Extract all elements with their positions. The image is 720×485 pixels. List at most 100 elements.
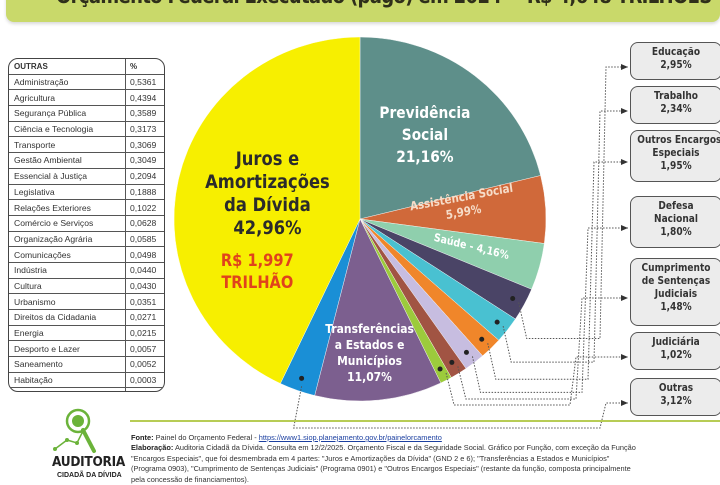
- table-row: Essencial à Justiça 0,2094: [9, 168, 164, 185]
- row-value: 0,2094: [125, 168, 164, 185]
- row-label: Cultura: [9, 278, 126, 295]
- callout-sentencas: Cumprimento de Sentenças Judiciais 1,48%: [630, 258, 720, 326]
- connector-judiciaria: [445, 356, 628, 406]
- table-total-row: TOTAL3,1169: [9, 387, 164, 391]
- row-value: 0,3589: [125, 105, 164, 122]
- logo-name: AUDITORIA: [52, 454, 125, 470]
- row-value: 0,0351: [125, 293, 164, 310]
- row-value: 0,3173: [125, 121, 164, 138]
- outras-table-grid: OUTRAS% Administração 0,5361 Agricultura 0,4…: [9, 59, 164, 391]
- label-juros-amount: R$ 1,997 TRILHÃO: [221, 250, 294, 294]
- callout-label: Educação: [651, 46, 701, 58]
- table-header: OUTRAS%: [9, 59, 164, 75]
- row-value: 0,0498: [125, 246, 164, 263]
- label-transferencias-line: a Estados e: [334, 337, 405, 352]
- callout-label: Outros Encargos: [637, 134, 720, 146]
- footer-divider: [130, 420, 720, 422]
- row-value: 0,0271: [125, 309, 164, 326]
- callout-label: Especiais: [652, 147, 700, 159]
- label-previdencia: Previdência Social 21,16%: [379, 102, 470, 168]
- row-value: 0,0628: [125, 215, 164, 232]
- arrow-head-icon: [463, 349, 469, 355]
- callout-encargos: Outros Encargos Especiais 1,95%: [630, 130, 720, 182]
- table-row: Legislativa 0,1888: [9, 184, 164, 201]
- arrow-icon: [621, 64, 628, 70]
- row-label: Indústria: [9, 262, 126, 279]
- row-value: 0,0052: [125, 356, 164, 373]
- callout-label: Trabalho: [653, 90, 698, 102]
- magnifier-chart-icon: [53, 408, 96, 453]
- row-value: 0,4394: [125, 89, 164, 107]
- row-label: Segurança Pública: [9, 105, 126, 122]
- table-row: Segurança Pública 0,3589: [9, 105, 164, 122]
- label-juros-line: Juros e: [235, 148, 300, 170]
- row-label: Habitação: [9, 372, 126, 389]
- table-row: Direitos da Cidadania 0,0271: [9, 309, 164, 326]
- arrow-icon: [621, 400, 628, 406]
- table-row: Agricultura 0,4394: [9, 89, 164, 107]
- callout-value: 1,95%: [660, 160, 692, 172]
- arrow-head-icon: [510, 296, 516, 302]
- row-value: 0,3049: [125, 152, 164, 169]
- label-previdencia-line: 21,16%: [396, 147, 454, 166]
- row-label: Essencial à Justiça: [9, 168, 126, 185]
- callout-educacao: Educação 2,95%: [630, 42, 720, 80]
- table-row: Comércio e Serviços 0,0628: [9, 215, 164, 232]
- callout-label: de Sentenças: [641, 275, 711, 287]
- table-row: Transporte 0,3069: [9, 136, 164, 154]
- fonte-text: Painel do Orçamento Federal -: [153, 433, 259, 442]
- fonte-link[interactable]: https://www1.siop.planejamento.gov.br/pa…: [258, 433, 442, 442]
- label-juros: Juros e Amortizações da Dívida 42,96%: [205, 148, 330, 240]
- table-row: Habitação 0,0003: [9, 372, 164, 389]
- table-row: Comunicações 0,0498: [9, 246, 164, 263]
- fonte-label: Fonte:: [131, 433, 154, 442]
- connector-defesa: [471, 227, 628, 393]
- table-row: Desporto e Lazer 0,0057: [9, 340, 164, 358]
- row-label: Agricultura: [9, 89, 126, 107]
- callout-trabalho: Trabalho 2,34%: [630, 86, 720, 124]
- row-value: 0,0585: [125, 231, 164, 248]
- row-value: 0,0003: [125, 372, 164, 389]
- row-value: 0,0057: [125, 340, 164, 358]
- row-label: Transporte: [9, 136, 126, 154]
- label-transferencias-line: 11,07%: [347, 369, 392, 384]
- connector-trabalho: [502, 110, 628, 363]
- row-label: Comunicações: [9, 246, 126, 263]
- row-label: Relações Exteriores: [9, 199, 126, 216]
- table-row: Organização Agrária 0,0585: [9, 231, 164, 248]
- callout-value: 2,34%: [660, 103, 692, 115]
- row-value: 0,1022: [125, 199, 164, 216]
- outras-table: OUTRAS% Administração 0,5361 Agricultura 0,4…: [8, 58, 165, 392]
- table-row: Indústria 0,0440: [9, 262, 164, 279]
- label-juros-line: da Dívida: [224, 194, 311, 216]
- table-row: Urbanismo 0,0351: [9, 293, 164, 310]
- label-juros-amount-line: R$ 1,997: [220, 251, 294, 271]
- label-juros-line: 42,96%: [233, 217, 302, 239]
- label-previdencia-line: Social: [401, 125, 449, 144]
- table-row: Energia 0,0215: [9, 325, 164, 342]
- callout-label: Defesa: [658, 200, 694, 212]
- row-value: 0,3069: [125, 136, 164, 154]
- callout-label: Nacional: [654, 213, 698, 225]
- chart-title: Orçamento Federal Executado (pago) em 20…: [56, 0, 712, 8]
- table-row: Gestão Ambiental 0,3049: [9, 152, 164, 169]
- row-label: Organização Agrária: [9, 231, 126, 248]
- row-label: Direitos da Cidadania: [9, 309, 126, 326]
- arrow-icon: [621, 354, 628, 360]
- row-value: 0,0440: [125, 262, 164, 279]
- callout-value: 2,95%: [660, 59, 692, 71]
- connector-sentencas: [457, 297, 628, 400]
- title-banner: Orçamento Federal Executado (pago) em 20…: [6, 0, 720, 22]
- connector-outras: [293, 386, 628, 429]
- pie-slice-transferencias: [314, 218, 442, 402]
- callout-value: 1,48%: [660, 301, 692, 313]
- footer-notes: Fonte: Painel do Orçamento Federal - htt…: [131, 433, 636, 485]
- row-label: Comércio e Serviços: [9, 215, 126, 232]
- table-row: Saneamento 0,0052: [9, 356, 164, 373]
- connector-educacao: [518, 66, 628, 340]
- row-label: Gestão Ambiental: [9, 152, 126, 169]
- logo-subtitle: CIDADÃ DA DÍVIDA: [57, 472, 122, 479]
- label-previdencia-line: Previdência: [379, 103, 471, 122]
- callout-label: Cumprimento: [641, 262, 711, 274]
